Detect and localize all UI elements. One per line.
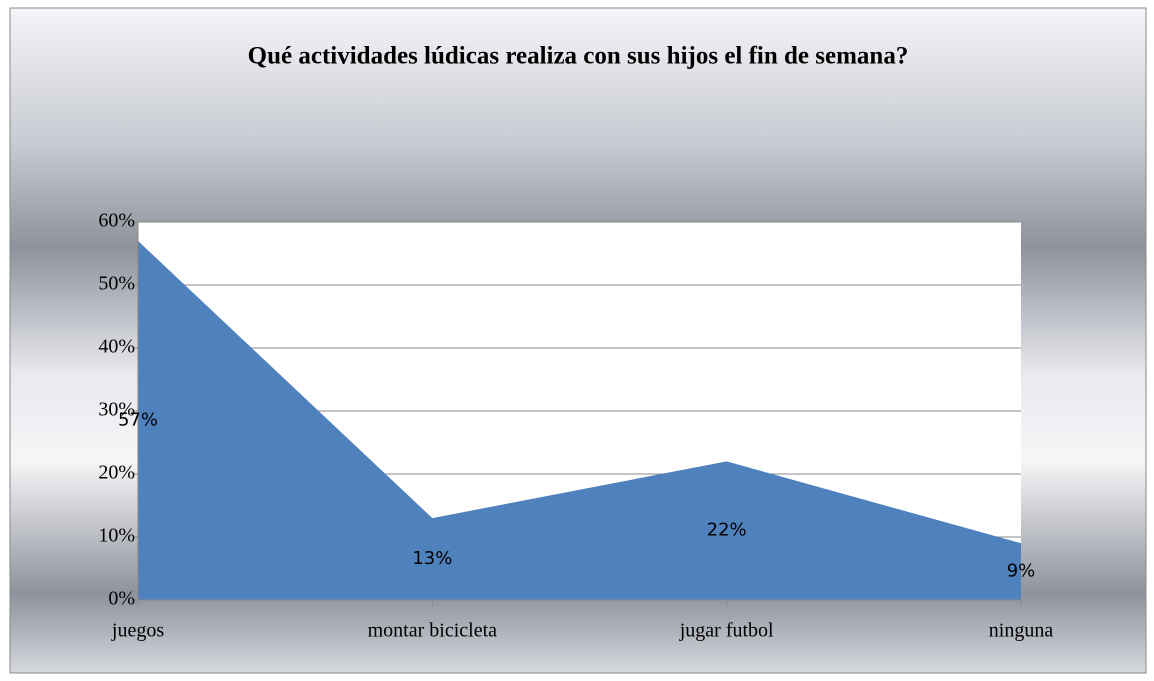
x-tick-label: montar bicicleta bbox=[368, 620, 498, 642]
y-tick-label: 20% bbox=[98, 462, 135, 484]
data-label: 57% bbox=[118, 409, 158, 430]
chart-title: Qué actividades lúdicas realiza con sus … bbox=[248, 43, 909, 70]
y-tick-label: 40% bbox=[98, 336, 135, 358]
y-tick-label: 10% bbox=[98, 525, 135, 547]
data-label: 13% bbox=[412, 548, 452, 569]
y-tick-label: 60% bbox=[98, 210, 135, 232]
x-tick-label: jugar futbol bbox=[679, 620, 774, 642]
data-label: 9% bbox=[1007, 561, 1036, 582]
y-tick-label: 50% bbox=[98, 273, 135, 295]
y-tick-label: 0% bbox=[108, 588, 135, 610]
x-tick-label: juegos bbox=[111, 620, 164, 642]
data-label: 22% bbox=[707, 520, 747, 541]
y-tick-label: 30% bbox=[98, 399, 135, 421]
x-tick-label: ninguna bbox=[989, 620, 1054, 642]
area bbox=[138, 240, 1021, 600]
